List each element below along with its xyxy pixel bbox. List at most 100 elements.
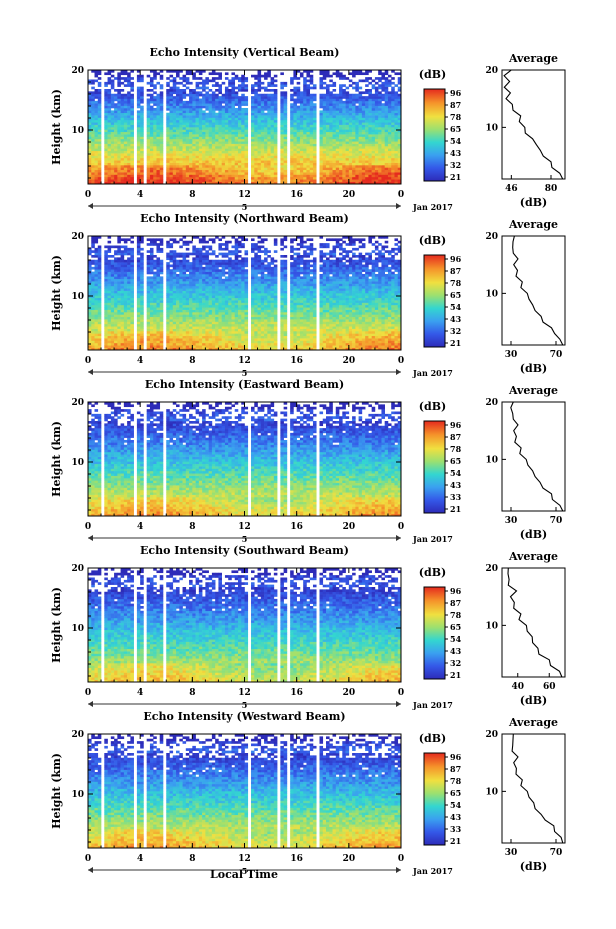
heatmap-cell — [156, 179, 161, 182]
heatmap-cell — [394, 84, 399, 87]
heatmap-cell — [319, 176, 324, 180]
heatmap-cell — [215, 117, 219, 121]
heatmap-cell — [273, 157, 278, 161]
heatmap-cell — [136, 112, 141, 116]
heatmap-cell — [332, 150, 337, 154]
heatmap-cell — [394, 72, 399, 76]
heatmap-cell — [205, 143, 209, 147]
heatmap-cell — [241, 176, 245, 180]
heatmap-cell — [381, 179, 385, 182]
heatmap-cell — [172, 150, 177, 154]
heatmap-cell — [136, 176, 141, 180]
heatmap-cell — [254, 155, 258, 159]
heatmap-cell — [221, 138, 226, 142]
heatmap-cell — [296, 86, 301, 90]
heatmap-cell — [127, 181, 131, 185]
heatmap-cell — [309, 179, 314, 182]
heatmap-cell — [120, 134, 125, 137]
heatmap-cell — [270, 333, 275, 337]
heatmap-cell — [326, 98, 330, 102]
heatmap-cell — [107, 103, 112, 106]
heatmap-cell — [182, 342, 187, 346]
heatmap-cell — [166, 81, 170, 85]
heatmap-cell — [130, 70, 134, 73]
heatmap-cell — [198, 172, 203, 175]
heatmap-cell — [91, 124, 95, 128]
heatmap-cell — [391, 100, 395, 104]
heatmap-cell — [179, 157, 183, 161]
heatmap-cell — [149, 134, 154, 137]
heatmap-cell — [185, 124, 190, 128]
heatmap-cell — [270, 112, 275, 116]
heatmap-cell — [384, 181, 389, 185]
heatmap-cell — [345, 167, 350, 171]
heatmap-cell — [221, 338, 226, 341]
heatmap-cell — [342, 127, 346, 130]
heatmap-cell — [218, 340, 222, 344]
heatmap-cell — [273, 131, 278, 135]
heatmap-cell — [94, 105, 99, 109]
heatmap-cell — [189, 72, 193, 76]
heatmap-cell — [195, 181, 200, 185]
heatmap-cell — [205, 96, 209, 99]
heatmap-cell — [241, 342, 245, 346]
heatmap-cell — [91, 176, 95, 180]
heatmap-cell — [221, 112, 226, 116]
heatmap-cell — [120, 157, 125, 161]
heatmap-cell — [326, 86, 330, 90]
heatmap-cell — [146, 131, 151, 135]
heatmap-cell — [264, 136, 268, 140]
colorbar-label: (dB) — [419, 68, 446, 81]
heatmap-cell — [348, 160, 353, 163]
heatmap-cell — [384, 103, 389, 106]
heatmap-cell — [182, 181, 187, 185]
heatmap-cell — [179, 174, 183, 178]
heatmap-cell — [371, 122, 376, 125]
heatmap-cell — [293, 340, 297, 344]
heatmap-cell — [218, 98, 222, 102]
heatmap-cell — [91, 323, 95, 327]
heatmap-cell — [195, 340, 200, 344]
heatmap-cell — [329, 129, 333, 133]
heatmap-cell — [348, 167, 353, 171]
heatmap-cell — [345, 124, 350, 128]
heatmap-cell — [149, 150, 154, 154]
heatmap-cell — [110, 136, 115, 140]
heatmap-cell — [391, 98, 395, 102]
heatmap-cell — [264, 105, 268, 109]
heatmap-cell — [91, 79, 95, 83]
heatmap-cell — [136, 143, 141, 147]
heatmap-cell — [117, 134, 121, 137]
heatmap-cell — [224, 91, 229, 95]
heatmap-cell — [381, 181, 385, 185]
heatmap-cell — [215, 331, 219, 334]
heatmap-cell — [342, 333, 346, 337]
heatmap-cell — [299, 169, 304, 173]
heatmap-cell — [172, 70, 177, 73]
heatmap-cell — [127, 340, 131, 344]
heatmap-cell — [299, 112, 304, 116]
heatmap-cell — [127, 174, 131, 178]
heatmap-cell — [368, 70, 372, 73]
heatmap-cell — [231, 81, 236, 85]
heatmap-cell — [198, 136, 203, 140]
heatmap-cell — [283, 134, 288, 137]
heatmap-cell — [117, 93, 121, 97]
heatmap-cell — [176, 74, 180, 78]
heatmap-cell — [182, 328, 187, 332]
heatmap-cell — [211, 129, 216, 133]
heatmap-cell — [97, 174, 102, 178]
heatmap-cell — [381, 103, 385, 106]
heatmap-cell — [97, 134, 102, 137]
heatmap-cell — [192, 155, 196, 159]
heatmap-cell — [237, 112, 242, 116]
heatmap-cell — [136, 110, 141, 114]
heatmap-cell — [322, 328, 327, 332]
heatmap-cell — [130, 157, 134, 161]
heatmap-cell — [123, 174, 128, 178]
heatmap-cell — [224, 103, 229, 106]
heatmap-cell — [205, 155, 209, 159]
heatmap-cell — [397, 86, 402, 90]
heatmap-cell — [176, 333, 180, 337]
heatmap-cell — [283, 150, 288, 154]
